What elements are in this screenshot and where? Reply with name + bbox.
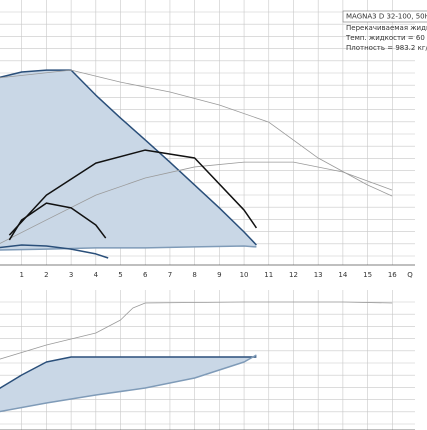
curve [0,161,393,244]
operating-area [0,355,257,412]
x-tick-label: 9 [217,271,221,279]
curve [0,69,393,197]
curve [0,69,257,246]
curve [0,244,109,259]
operating-area [0,70,257,251]
x-tick-label: 7 [168,271,172,279]
x-tick-label: 8 [192,271,196,279]
x-tick-label: 14 [338,271,347,279]
x-tick-label: 6 [143,271,148,279]
x-tick-label: 12 [289,271,298,279]
chart-title: MAGNA3 D 32-100, 50Hz [346,13,427,21]
x-tick-label: 5 [118,271,122,279]
x-tick-label: 2 [44,271,48,279]
x-axis-label: Q [407,271,413,279]
x-tick-label: 4 [94,271,99,279]
x-tick-label: 11 [264,271,273,279]
curve [0,356,257,390]
x-tick-label: 15 [363,271,372,279]
x-tick-label: 16 [388,271,397,279]
curve [8,149,258,236]
title-box [342,10,427,23]
x-tick-label: 1 [19,271,23,279]
x-tick-label: 10 [240,271,249,279]
curve [0,301,393,360]
x-tick-label: 3 [69,271,73,279]
curve [0,354,257,413]
note: Перекачиваемая жидкость = Вода [346,24,427,32]
note: Плотность = 983.2 кг/м³ [346,44,427,52]
curve [8,202,107,241]
curve [0,245,257,251]
x-tick-label: 13 [314,271,323,279]
note: Темп. жидкости = 60 °C [345,34,427,42]
